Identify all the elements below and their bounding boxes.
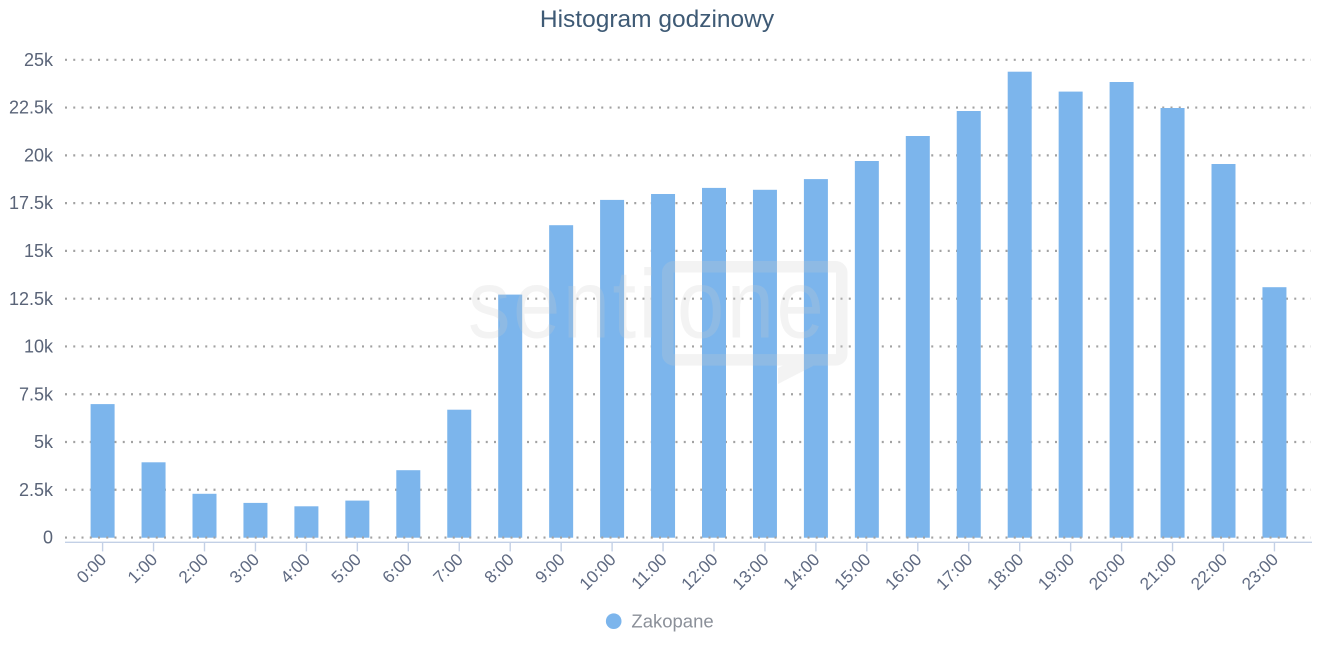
svg-text:senti: senti (468, 250, 660, 359)
svg-text:Histogram godzinowy: Histogram godzinowy (540, 6, 775, 33)
svg-text:25k: 25k (24, 50, 54, 70)
svg-text:17.5k: 17.5k (9, 193, 54, 213)
svg-text:5k: 5k (34, 432, 54, 452)
svg-text:22.5k: 22.5k (9, 98, 54, 118)
svg-text:0: 0 (43, 528, 53, 548)
svg-text:Zakopane: Zakopane (631, 610, 713, 631)
svg-text:2.5k: 2.5k (19, 480, 54, 500)
svg-text:20k: 20k (24, 145, 54, 165)
svg-text:7.5k: 7.5k (19, 384, 54, 404)
svg-text:10k: 10k (24, 337, 54, 357)
svg-text:one: one (677, 250, 826, 359)
svg-text:15k: 15k (24, 241, 54, 261)
svg-text:12.5k: 12.5k (9, 289, 54, 309)
